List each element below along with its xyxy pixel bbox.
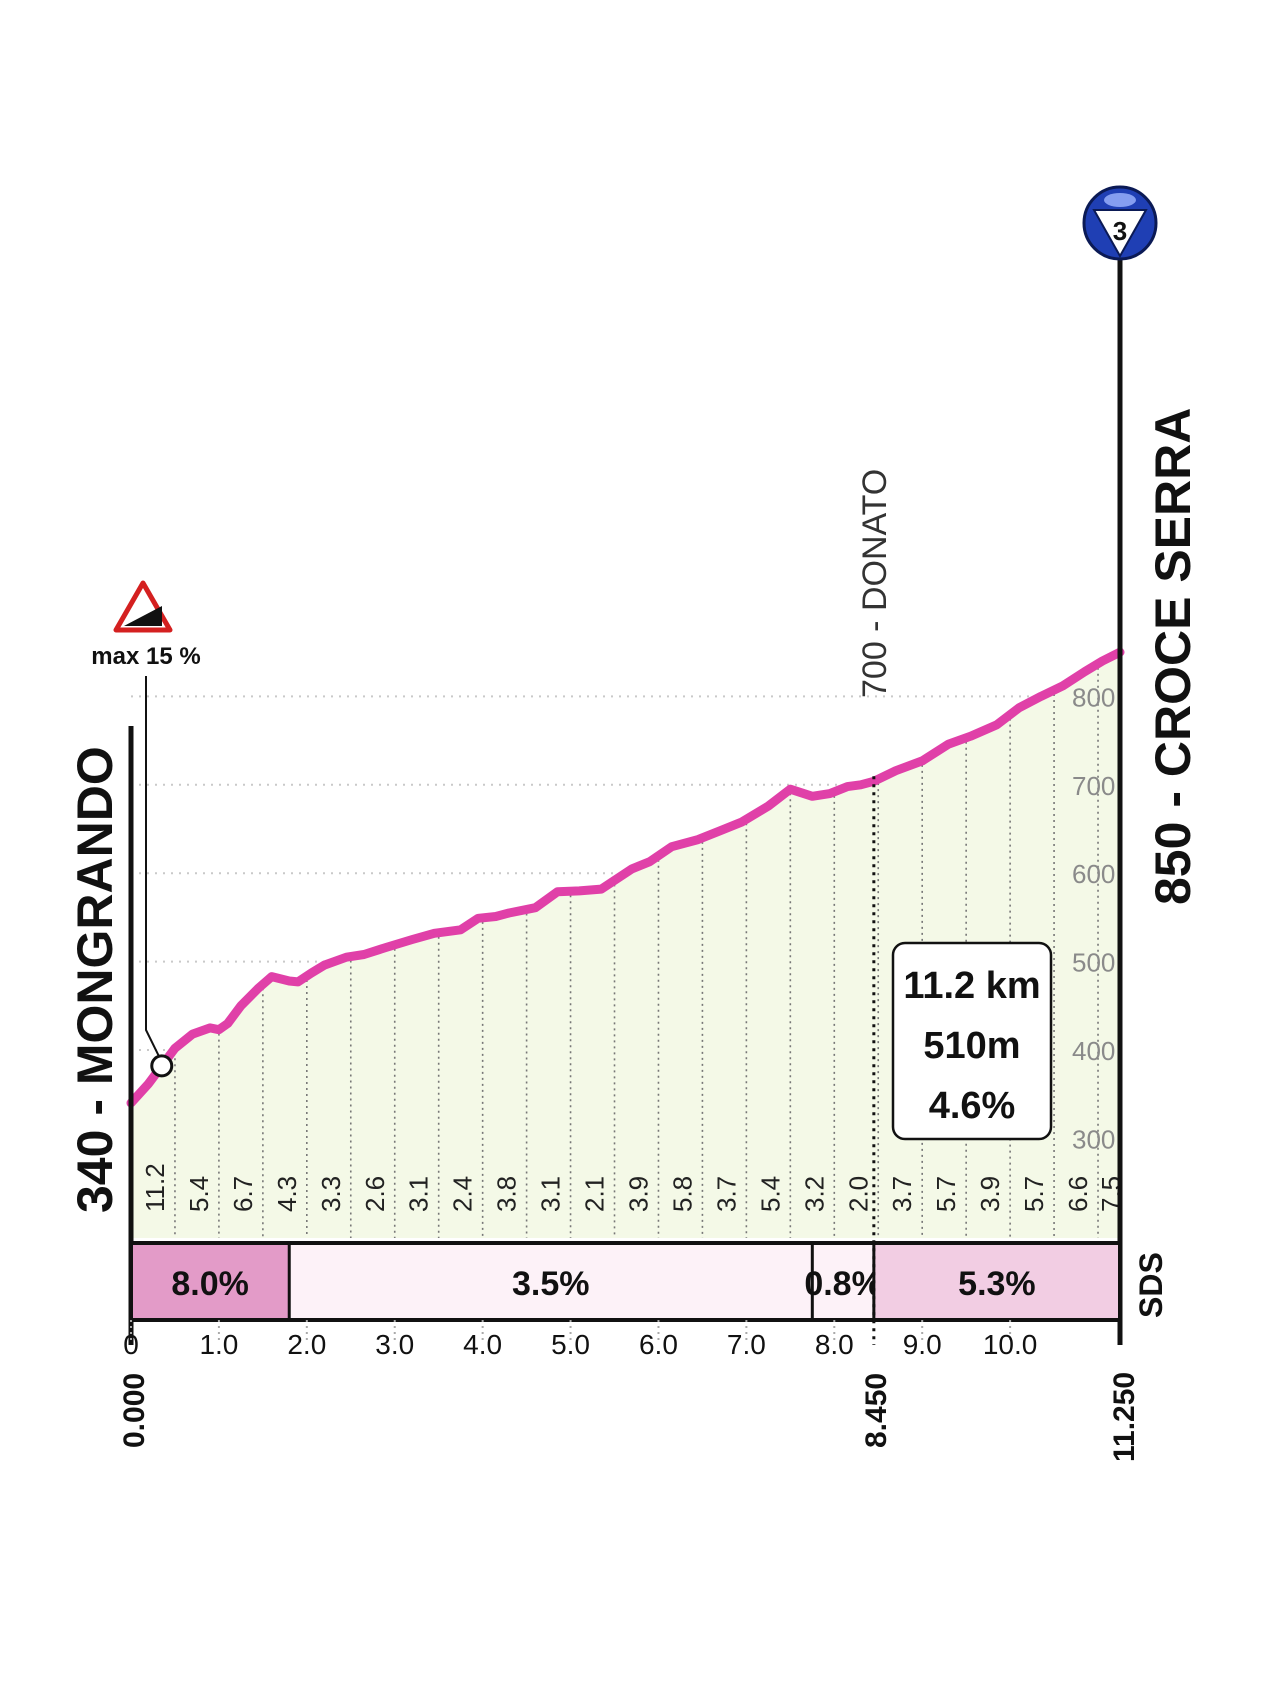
gradient-section: [812, 1243, 874, 1320]
kom-badge: 3: [1082, 185, 1158, 272]
km-tick-label: 5.0: [551, 1329, 590, 1360]
km-tick-label: 9.0: [903, 1329, 942, 1360]
section-gradient-label: 8.0%: [171, 1265, 249, 1303]
start-label: 340 - MONGRANDO: [67, 746, 123, 1213]
segment-gradient-label: 5.4: [755, 1176, 785, 1212]
gradient-section-bar: 8.0% 3.5% 0.8% 5.3%: [129, 1241, 1122, 1322]
km-tick-label: 4.0: [463, 1329, 502, 1360]
section-gradient-label: 3.5%: [512, 1265, 590, 1303]
max-gradient-label: max 15 %: [91, 643, 200, 670]
km-tick-labels: 0 1.0 2.0 3.0 4.0 5.0 6.0 7.0 8.0 9.0 10.0: [123, 1320, 1037, 1360]
summary-frame: [891, 941, 1053, 1141]
segment-gradient-label: 2.0: [843, 1176, 873, 1212]
segment-gradient-label: 6.6: [1063, 1176, 1093, 1212]
gradient-section: [289, 1243, 813, 1320]
km-tick-label: 0: [123, 1329, 139, 1360]
segment-gradient-labels: 11.2 5.4 6.7 4.3 3.3 2.6 3.1 2.4 3.8 3.1 2.1 3.9 5.8…: [140, 1163, 1126, 1212]
kom-triangle-icon: [1092, 209, 1148, 259]
altitude-tick-label: 800: [1072, 682, 1115, 712]
altitude-tick-label: 700: [1072, 771, 1115, 801]
summary-distance: 11.2 km: [903, 965, 1040, 1007]
km-tick-label: 10.0: [983, 1329, 1038, 1360]
km-tick-label: 3.0: [375, 1329, 414, 1360]
intermediate-km-label: 8.450: [860, 1373, 893, 1448]
section-bar-frame: [129, 1241, 1122, 1322]
warning-pointer-line: [145, 676, 161, 1059]
segment-gradient-label: 2.1: [580, 1176, 610, 1212]
km-tick-label: 7.0: [727, 1329, 766, 1360]
summary-gain: 510m: [923, 1025, 1020, 1067]
start-km-label: 0.000: [118, 1373, 151, 1448]
segment-gradient-label: 6.7: [228, 1176, 258, 1212]
km-tick-label: 2.0: [287, 1329, 326, 1360]
segment-gradient-label: 5.8: [667, 1176, 697, 1212]
summary-box: 11.2 km 510m 4.6%: [891, 941, 1053, 1141]
gradient-section: [873, 1243, 1120, 1320]
steep-warning-sign: max 15 %: [91, 580, 201, 1078]
segment-gradient-label: 3.7: [711, 1176, 741, 1212]
segment-gradient-label: 3.9: [623, 1176, 653, 1212]
segment-gradient-label: 2.6: [360, 1176, 390, 1212]
altitude-tick-label: 300: [1072, 1124, 1115, 1154]
intermediate-label: 700 - DONATO: [856, 469, 894, 698]
segment-gradient-label: 3.1: [536, 1176, 566, 1212]
km-tick-label: 8.0: [815, 1329, 854, 1360]
segment-gradient-label: 11.2: [140, 1163, 170, 1212]
segment-gradient-label: 3.9: [975, 1176, 1005, 1212]
section-gradient-label: 5.3%: [958, 1265, 1036, 1303]
finish-label: 850 - CROCE SERRA: [1145, 408, 1201, 905]
profile-line: [126, 647, 1125, 1108]
segment-gradient-label: 3.2: [799, 1176, 829, 1212]
km-tick-label: 1.0: [199, 1329, 238, 1360]
segment-gradient-label: 5.4: [184, 1176, 214, 1212]
segment-gradient-label: 4.3: [272, 1176, 302, 1212]
km-tick-label: 6.0: [639, 1329, 678, 1360]
segment-gradient-label: 5.7: [1019, 1176, 1049, 1212]
altitude-tick-label: 600: [1072, 859, 1115, 889]
kom-category: 3: [1113, 216, 1127, 246]
segment-gradient-label: 3.1: [404, 1176, 434, 1212]
section-gradient-label: 0.8%: [804, 1265, 882, 1303]
altitude-tick-label: 500: [1072, 948, 1115, 978]
kom-highlight: [1104, 193, 1136, 207]
segment-gradient-label: 2.4: [448, 1176, 478, 1212]
profile-area: [131, 652, 1120, 1238]
altitude-tick-label: 400: [1072, 1036, 1115, 1066]
segment-gradient-label: 5.7: [931, 1176, 961, 1212]
slope-icon: [124, 606, 162, 626]
altitude-tick-labels: 300 400 500 600 700 800: [1072, 682, 1115, 1154]
segment-gradient-label: 3.8: [492, 1176, 522, 1212]
gradient-section: [131, 1243, 290, 1320]
segment-gradient-label: 3.7: [887, 1176, 917, 1212]
finish-km-label: 11.250: [1108, 1372, 1141, 1462]
max-gradient-point: [150, 1054, 174, 1078]
sds-logo: SDS: [1133, 1252, 1169, 1318]
segment-gradient-label: 3.3: [316, 1176, 346, 1212]
summary-gradient: 4.6%: [929, 1085, 1016, 1127]
